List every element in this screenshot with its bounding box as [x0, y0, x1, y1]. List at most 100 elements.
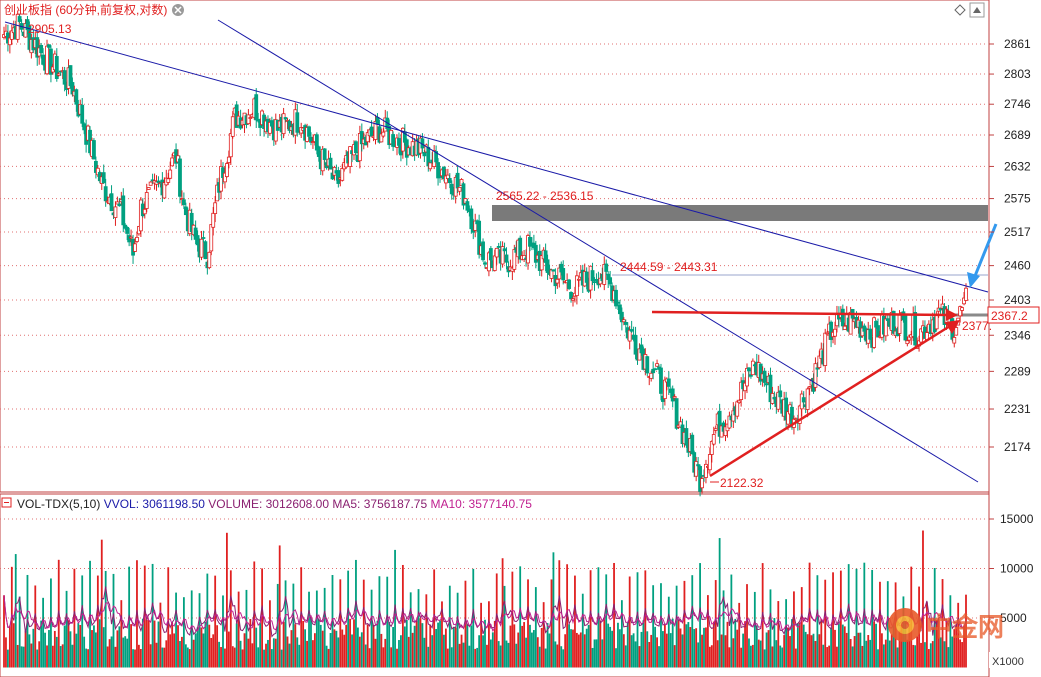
volume-bar — [439, 620, 441, 668]
volume-bar — [292, 583, 295, 668]
volume-bar — [325, 645, 328, 668]
volume-bar — [116, 630, 119, 668]
volume-bar — [564, 634, 567, 668]
volume-bar — [474, 648, 477, 668]
close-icon[interactable] — [172, 4, 184, 16]
volume-bar — [605, 574, 608, 668]
volume-bar — [886, 581, 889, 668]
volume-bar — [691, 575, 694, 668]
volume-bar — [658, 646, 660, 668]
volume-bar — [157, 621, 160, 668]
candle-body — [203, 241, 208, 260]
volume-bar — [51, 645, 54, 668]
volume-bar — [673, 645, 676, 668]
volume-bar — [71, 644, 74, 668]
volume-bar — [335, 630, 338, 668]
volume-bar — [468, 645, 471, 668]
volume-bar — [75, 633, 78, 668]
candle-body — [934, 313, 939, 330]
volume-bar — [227, 631, 230, 668]
high-label: 2905.13 — [28, 22, 72, 36]
candle-body — [47, 44, 51, 48]
volume-bar — [85, 648, 88, 668]
volume-bar — [626, 622, 629, 668]
candle-body — [189, 212, 194, 233]
candle-body — [807, 386, 812, 389]
volume-bar — [707, 595, 709, 668]
volume-bar — [368, 648, 371, 668]
volume-bar — [8, 625, 11, 668]
volume-bar — [384, 638, 387, 668]
volume-bar — [145, 619, 148, 668]
volume-bar — [247, 638, 250, 668]
candle-body — [690, 434, 695, 455]
volume-bar — [843, 626, 846, 668]
volume-bar — [830, 627, 832, 668]
scroll-up-icon[interactable] — [969, 2, 985, 18]
volume-bar — [562, 649, 565, 668]
candle-body — [549, 269, 554, 279]
volume-bar — [662, 631, 664, 668]
volume-bar — [847, 564, 850, 668]
volume-bar — [791, 619, 793, 668]
volume-bar — [278, 545, 281, 668]
volume-bar — [118, 626, 121, 668]
volume-bar — [701, 634, 703, 668]
candle-body — [80, 104, 85, 124]
volume-bar — [224, 648, 226, 668]
candle-body — [455, 172, 460, 189]
candle-body — [616, 301, 620, 304]
volume-bar — [890, 634, 893, 668]
volume-bar — [364, 644, 367, 668]
volume-bar — [16, 644, 19, 668]
volume-bar — [642, 620, 645, 668]
candle-body — [659, 367, 663, 394]
volume-bar — [333, 629, 336, 668]
volume-bar — [925, 602, 928, 668]
volume-bar — [386, 576, 389, 668]
volume-bar — [531, 632, 533, 668]
volume-bar — [699, 563, 701, 668]
volume-bar — [417, 589, 420, 668]
candle-body — [168, 169, 173, 179]
volume-bar — [740, 647, 743, 668]
diamond-icon[interactable] — [954, 4, 966, 16]
volume-bar — [413, 625, 416, 668]
volume-bar — [663, 624, 666, 668]
volume-bar — [255, 627, 258, 668]
uptrend-arrow — [709, 320, 960, 478]
volume-bar — [959, 639, 962, 668]
volume-bar — [800, 587, 803, 668]
volume-bar — [667, 596, 670, 668]
volume-bar — [220, 647, 222, 668]
volume-bar — [319, 624, 322, 668]
candle-body — [142, 208, 147, 215]
volume-bar — [863, 562, 866, 668]
volume-bar — [249, 618, 252, 668]
volume-bar — [523, 622, 526, 668]
volume-bar — [59, 646, 62, 668]
volume-bar — [538, 646, 541, 668]
volume-bar — [916, 636, 919, 668]
volume-bar — [93, 625, 95, 668]
candle-body — [651, 368, 656, 374]
volume-bar — [875, 623, 877, 668]
volume-bar — [358, 636, 361, 668]
volume-bar — [435, 628, 438, 668]
volume-legend: VOL-TDX(5,10) VVOL: 3061198.50 VOLUME: 3… — [1, 497, 532, 511]
volume-bar — [888, 640, 891, 668]
candle-body — [56, 73, 61, 76]
volume-bar — [171, 622, 174, 668]
volume-bar — [558, 560, 561, 668]
candle-body — [502, 248, 507, 252]
breakout-arrow — [967, 223, 998, 288]
candle-body — [146, 187, 151, 190]
candle-body — [103, 186, 108, 202]
volume-bar — [818, 634, 821, 668]
candle-body — [709, 441, 714, 455]
volume-bar — [192, 639, 195, 668]
volume-bar — [806, 634, 809, 668]
candle-body — [477, 220, 482, 255]
volume-bar — [503, 585, 506, 668]
volume-bar — [802, 624, 805, 668]
